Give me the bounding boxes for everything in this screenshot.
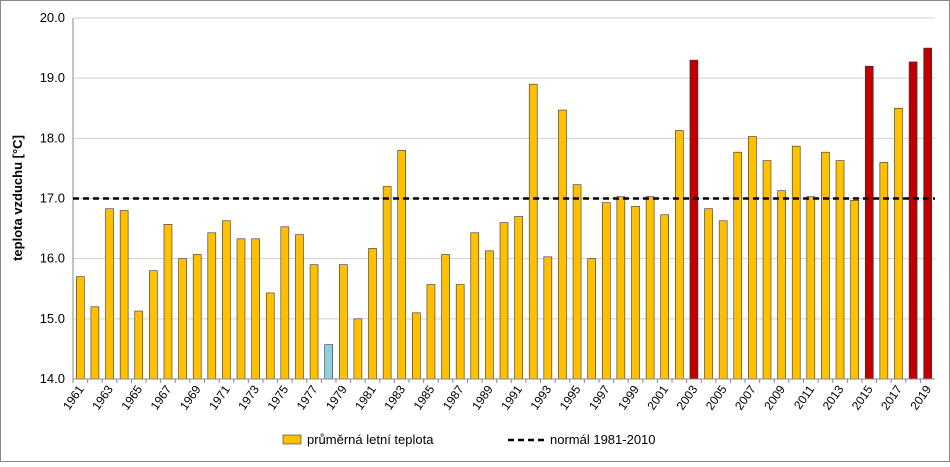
y-tick-label: 14.0 [40, 371, 65, 386]
bar [178, 258, 187, 380]
bar [894, 107, 903, 380]
legend-label: normál 1981-2010 [550, 432, 656, 447]
y-axis-label: teplota vzduchu [°C] [10, 135, 25, 261]
bar [455, 284, 465, 380]
bar [353, 318, 363, 380]
bar [558, 109, 567, 380]
bar [470, 232, 480, 380]
bar [791, 145, 801, 380]
bar [265, 292, 275, 380]
bar [587, 258, 596, 380]
bar [280, 226, 290, 380]
bar [601, 202, 611, 380]
bar [149, 270, 158, 380]
bar [90, 306, 100, 380]
legend-label: průměrná letní teplota [307, 432, 434, 447]
bar [426, 284, 436, 380]
y-tick-label: 18.0 [40, 130, 65, 145]
bar [748, 136, 757, 380]
bar [499, 222, 509, 380]
bar [704, 208, 713, 380]
bar [850, 200, 859, 380]
bar [806, 196, 816, 380]
bar [397, 150, 407, 380]
bar [572, 184, 582, 380]
bar [485, 250, 494, 380]
bar [645, 196, 655, 380]
bar [616, 196, 626, 380]
bar [309, 264, 319, 380]
bar [908, 61, 918, 380]
bar [543, 256, 553, 380]
legend-swatch [282, 434, 302, 445]
bar [412, 312, 421, 380]
bar [236, 238, 246, 380]
bar [689, 59, 699, 380]
bar [324, 344, 333, 380]
bar [76, 276, 85, 380]
bar [338, 264, 348, 380]
bar [295, 234, 304, 380]
y-tick-label: 20.0 [40, 10, 65, 25]
bar [222, 220, 231, 380]
bar [631, 206, 640, 380]
bar [163, 224, 173, 380]
bar [660, 214, 670, 380]
bar [119, 210, 129, 380]
bar [105, 208, 114, 380]
y-tick-label: 15.0 [40, 311, 65, 326]
y-tick-label: 19.0 [40, 70, 65, 85]
bar [777, 190, 786, 380]
bar [923, 47, 932, 380]
bar [251, 238, 260, 380]
bar [382, 186, 392, 380]
bar [134, 310, 144, 380]
bar [192, 254, 202, 380]
bar [879, 162, 889, 380]
y-tick-label: 17.0 [40, 191, 65, 206]
bar [514, 216, 523, 380]
bar [441, 254, 450, 380]
bar [762, 160, 772, 380]
bar [733, 151, 743, 380]
bar [821, 151, 830, 380]
bar [675, 130, 684, 380]
bar [368, 248, 377, 380]
bar [207, 232, 217, 380]
bar [835, 160, 845, 380]
bar [864, 65, 874, 380]
bar [528, 83, 538, 380]
y-tick-label: 16.0 [40, 251, 65, 266]
bar [718, 220, 728, 380]
